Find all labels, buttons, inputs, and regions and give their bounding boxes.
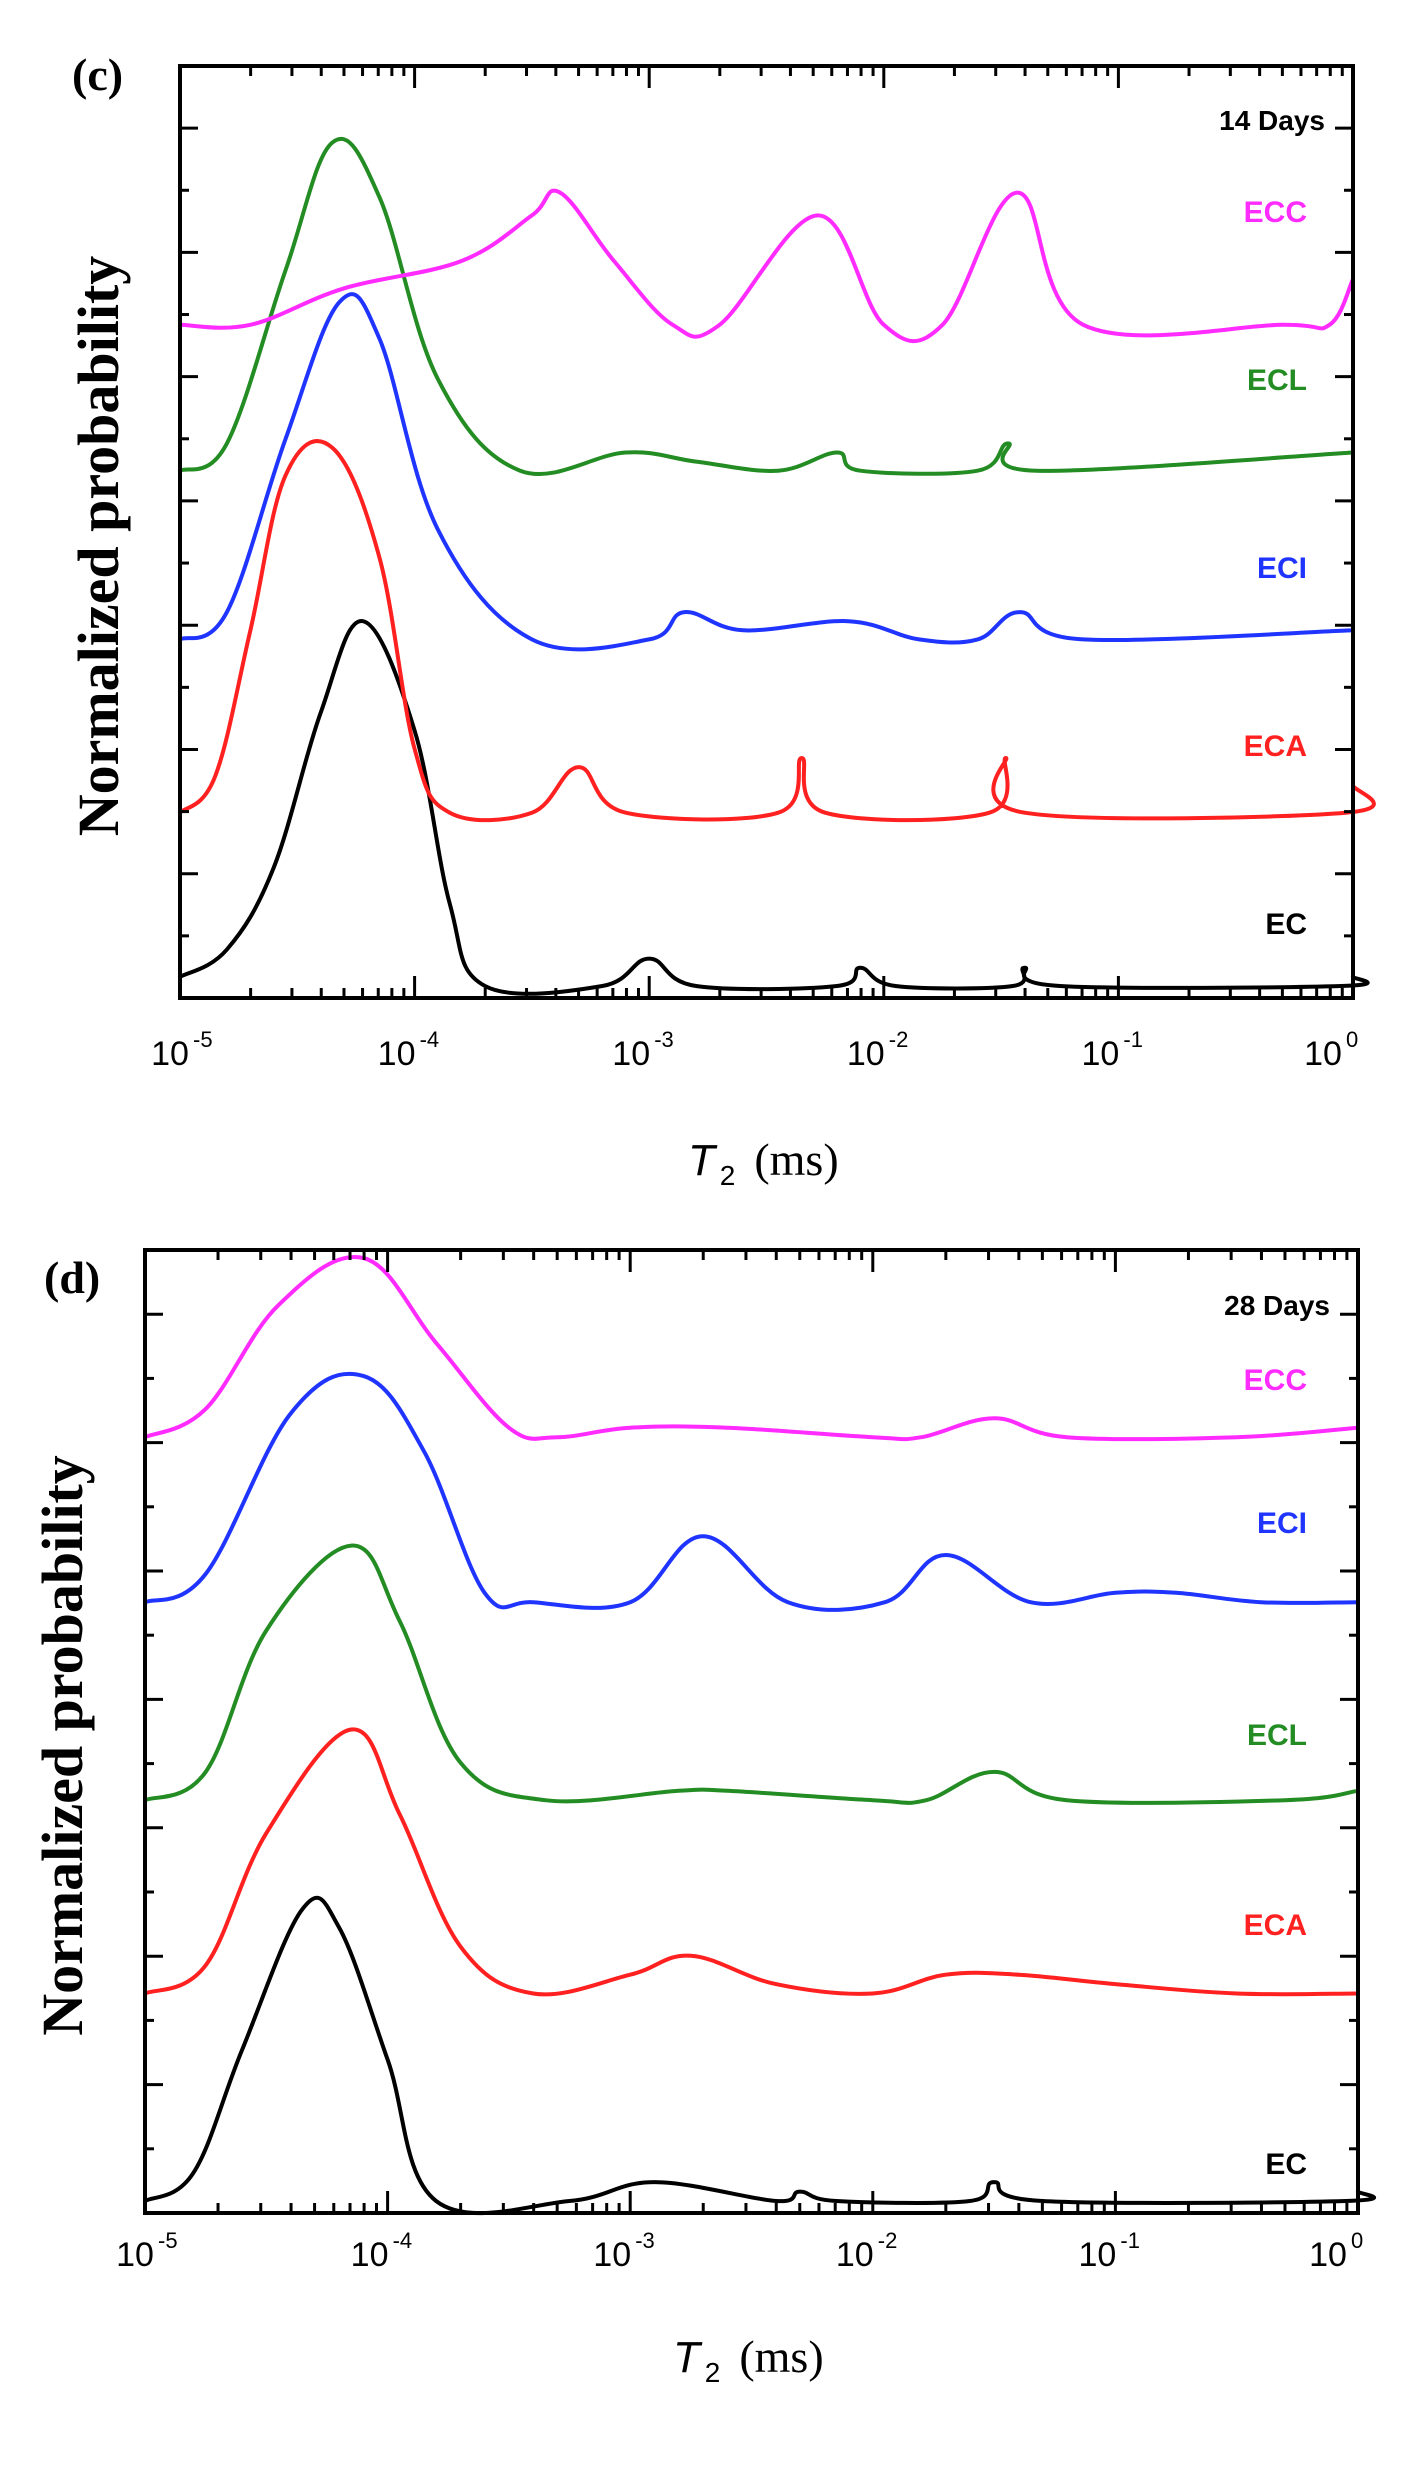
x-tick-exponent: -5 — [158, 2228, 178, 2253]
series-line-ec — [143, 1895, 1377, 2216]
x-axis-label-symbol: T — [688, 1136, 718, 1185]
plot-frame — [178, 64, 1355, 1000]
days-annotation: 28 Days — [1224, 1290, 1330, 1321]
series-label-ecl: ECL — [1247, 364, 1307, 397]
plot-frame — [143, 1248, 1360, 2215]
x-tick-label: 10 — [836, 2236, 874, 2274]
series-label-eci: ECI — [1257, 1507, 1307, 1540]
series-label-ec: EC — [1265, 908, 1307, 941]
series-label-ecc: ECC — [1244, 196, 1307, 229]
x-tick-label: 10 — [612, 1035, 650, 1073]
x-tick-label: 10 — [1081, 1035, 1119, 1073]
x-tick-exponent: -1 — [1123, 1027, 1143, 1052]
x-tick-label: 10 — [116, 2236, 154, 2274]
y-axis-label: Normalized probability — [66, 256, 131, 837]
x-tick-exponent: -2 — [878, 2228, 898, 2253]
series-line-eca — [143, 1727, 1360, 1997]
days-annotation: 14 Days — [1219, 105, 1325, 136]
x-tick-label: 10 — [378, 1035, 416, 1073]
x-tick-label: 10 — [1309, 2236, 1347, 2274]
series-line-eci — [143, 1371, 1360, 1612]
panel-label: (d) — [44, 1252, 100, 1303]
x-tick-label: 10 — [351, 2236, 389, 2274]
y-axis-label: Normalized probability — [30, 1455, 95, 2036]
series-label-ec: EC — [1265, 2148, 1307, 2181]
series-line-ecl — [178, 136, 1355, 477]
x-tick-label: 10 — [1304, 1035, 1342, 1073]
x-tick-label: 10 — [593, 2236, 631, 2274]
x-tick-exponent: -3 — [654, 1027, 674, 1052]
x-tick-label: 10 — [151, 1035, 189, 1073]
x-tick-exponent: -5 — [193, 1027, 213, 1052]
x-tick-exponent: -4 — [420, 1027, 440, 1052]
x-axis-label-symbol: T — [673, 2333, 703, 2382]
x-axis-label-unit: (ms) — [754, 1134, 838, 1185]
series-line-ecc — [143, 1254, 1360, 1442]
x-tick-label: 10 — [1078, 2236, 1116, 2274]
series-line-ec — [178, 619, 1370, 996]
x-axis-label-subscript: 2 — [705, 2357, 721, 2388]
x-tick-exponent: -1 — [1120, 2228, 1140, 2253]
x-axis-label-unit: (ms) — [739, 2331, 823, 2382]
x-axis-label-subscript: 2 — [720, 1160, 736, 1191]
x-tick-exponent: 0 — [1351, 2228, 1363, 2253]
series-label-ecc: ECC — [1244, 1364, 1307, 1397]
series-line-eca — [178, 439, 1376, 823]
x-tick-exponent: -4 — [393, 2228, 413, 2253]
series-line-ecl — [143, 1543, 1360, 1805]
series-label-eca: ECA — [1244, 1909, 1307, 1942]
series-label-eci: ECI — [1257, 552, 1307, 585]
x-tick-exponent: 0 — [1346, 1027, 1358, 1052]
series-label-eca: ECA — [1244, 730, 1307, 763]
series-line-ecc — [178, 188, 1355, 344]
panel-label: (c) — [72, 49, 123, 100]
x-tick-exponent: -3 — [635, 2228, 655, 2253]
series-line-eci — [178, 292, 1355, 652]
x-tick-label: 10 — [847, 1035, 885, 1073]
x-tick-exponent: -2 — [889, 1027, 909, 1052]
series-label-ecl: ECL — [1247, 1719, 1307, 1752]
